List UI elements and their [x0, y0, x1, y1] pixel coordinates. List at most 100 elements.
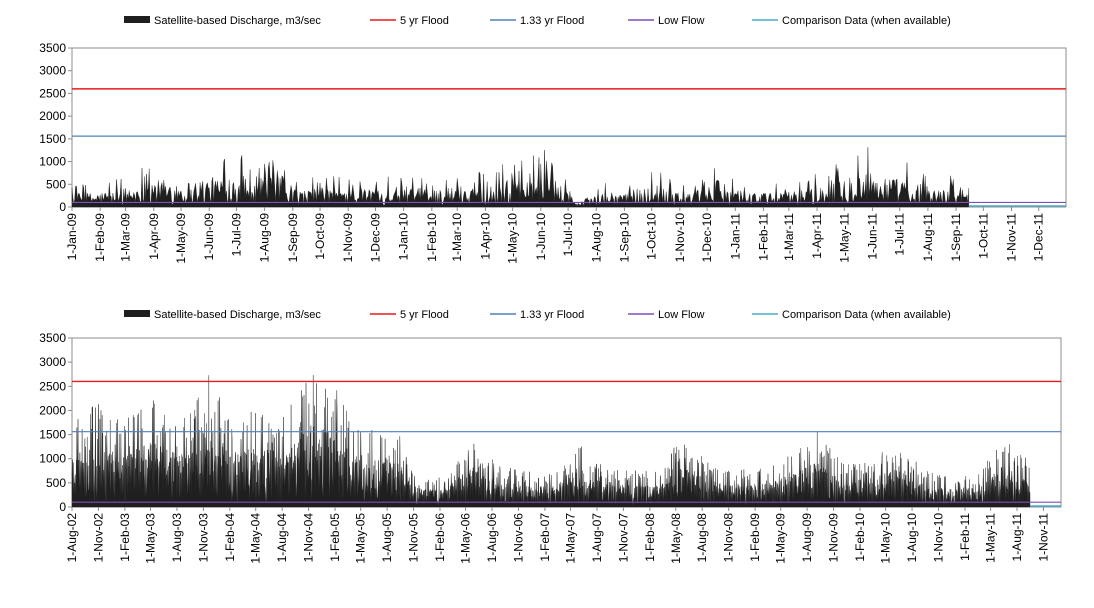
x-tick-label: 1-Aug-11 — [1010, 513, 1024, 562]
y-tick-label: 2000 — [39, 109, 66, 123]
x-tick-label: 1-Oct-11 — [976, 213, 990, 259]
x-tick-label: 1-May-09 — [774, 513, 788, 564]
legend-item-comparison: Comparison Data (when available) — [752, 15, 951, 27]
x-tick-label: 1-May-04 — [249, 513, 263, 564]
x-tick-label: 1-Aug-09 — [258, 213, 272, 263]
x-tick-label: 1-Nov-04 — [302, 513, 316, 563]
plot-area — [71, 47, 1067, 208]
x-tick-label: 1-Mar-11 — [782, 213, 796, 261]
x-tick-label: 1-Aug-08 — [695, 513, 709, 563]
y-tick-label: 3000 — [39, 355, 66, 369]
x-tick-label: 1-May-05 — [354, 513, 368, 564]
y-tick-label: 0 — [59, 500, 66, 514]
x-tick-label: 1-Dec-10 — [700, 213, 714, 263]
x-tick-label: 1-Apr-10 — [478, 213, 492, 260]
x-tick-label: 1-Nov-05 — [407, 513, 421, 563]
legend-label-discharge: Satellite-based Discharge, m3/sec — [154, 309, 321, 321]
legend-label-flood133: 1.33 yr Flood — [520, 309, 584, 321]
discharge-chart-2002-2011: Satellite-based Discharge, m3/sec 5 yr Fl… — [39, 309, 1062, 564]
x-tick-label: 1-Aug-09 — [800, 513, 814, 563]
x-tick-label: 1-Jan-11 — [728, 213, 742, 260]
x-tick-label: 1-May-11 — [984, 513, 998, 563]
x-tick-label: 1-May-10 — [506, 213, 520, 264]
x-tick-label: 1-Mar-09 — [119, 213, 133, 262]
x-tick-label: 1-Apr-09 — [147, 213, 161, 260]
legend-swatch-discharge — [124, 16, 150, 23]
x-tick-label: 1-Nov-07 — [616, 513, 630, 563]
discharge-series — [71, 147, 969, 208]
discharge-series — [71, 375, 1031, 508]
x-tick-label: 1-May-11 — [837, 213, 851, 263]
y-tick-label: 0 — [59, 200, 66, 214]
x-tick-label: 1-Nov-09 — [827, 513, 841, 563]
x-tick-label: 1-Jul-09 — [230, 213, 244, 257]
y-tick-label: 3500 — [39, 41, 66, 55]
legend-item-discharge: Satellite-based Discharge, m3/sec — [124, 15, 321, 27]
x-tick-label: 1-Nov-02 — [92, 513, 106, 563]
legend-item-flood133: 1.33 yr Flood — [490, 309, 584, 321]
legend-swatch-discharge — [124, 310, 150, 317]
x-tick-label: 1-Apr-11 — [810, 213, 824, 259]
y-tick-label: 1000 — [39, 155, 66, 169]
x-tick-label: 1-Sep-10 — [617, 213, 631, 263]
x-tick-label: 1-Aug-05 — [380, 513, 394, 563]
discharge-chart-2009-2011: Satellite-based Discharge, m3/sec 5 yr Fl… — [39, 15, 1067, 264]
y-tick-label: 3000 — [39, 64, 66, 78]
y-tick-label: 2000 — [39, 403, 66, 417]
x-tick-label: 1-May-10 — [879, 513, 893, 564]
x-tick-label: 1-Sep-11 — [949, 213, 963, 262]
x-tick-label: 1-Aug-02 — [65, 513, 79, 563]
x-tick-label: 1-Feb-11 — [958, 513, 972, 561]
legend-item-flood5: 5 yr Flood — [370, 15, 449, 27]
x-tick-label: 1-Nov-10 — [673, 213, 687, 263]
x-tick-label: 1-Jun-10 — [534, 213, 548, 261]
x-tick-label: 1-Aug-11 — [921, 213, 935, 262]
y-tick-label: 500 — [46, 476, 66, 490]
x-tick-label: 1-Oct-09 — [313, 213, 327, 260]
x-tick-label: 1-Aug-07 — [590, 513, 604, 563]
x-tick-label: 1-Aug-03 — [170, 513, 184, 563]
x-tick-label: 1-Nov-09 — [341, 213, 355, 263]
x-tick-label: 1-Feb-03 — [118, 513, 132, 562]
x-tick-label: 1-Jul-10 — [561, 213, 575, 257]
y-tick-label: 2500 — [39, 379, 66, 393]
x-tick-label: 1-Nov-11 — [1037, 513, 1051, 562]
legend-label-comparison: Comparison Data (when available) — [782, 15, 951, 27]
y-tick-label: 2500 — [39, 86, 66, 100]
x-tick-label: 1-May-03 — [144, 513, 158, 564]
x-tick-label: 1-Aug-04 — [275, 513, 289, 563]
x-tick-label: 1-Mar-10 — [450, 213, 464, 262]
x-tick-label: 1-Jun-11 — [866, 213, 880, 260]
x-tick-label: 1-Feb-05 — [328, 513, 342, 562]
x-tick-label: 1-Feb-10 — [853, 513, 867, 562]
legend-item-lowflow: Low Flow — [628, 15, 705, 27]
legend-item-comparison: Comparison Data (when available) — [752, 309, 951, 321]
x-tick-label: 1-Feb-04 — [223, 513, 237, 562]
x-tick-label: 1-Jul-11 — [893, 213, 907, 256]
x-tick-label: 1-Nov-11 — [1005, 213, 1019, 262]
legend: Satellite-based Discharge, m3/sec 5 yr Fl… — [124, 15, 951, 27]
legend-label-lowflow: Low Flow — [658, 309, 705, 321]
x-tick-label: 1-Oct-10 — [645, 213, 659, 260]
legend-item-flood133: 1.33 yr Flood — [490, 15, 584, 27]
x-tick-label: 1-Feb-09 — [748, 513, 762, 562]
legend-label-lowflow: Low Flow — [658, 15, 705, 27]
x-tick-label: 1-Nov-10 — [932, 513, 946, 563]
x-tick-label: 1-Aug-10 — [905, 513, 919, 563]
legend-item-lowflow: Low Flow — [628, 309, 705, 321]
legend-item-discharge: Satellite-based Discharge, m3/sec — [124, 309, 321, 321]
legend-label-flood133: 1.33 yr Flood — [520, 15, 584, 27]
y-tick-label: 1500 — [39, 132, 66, 146]
x-tick-label: 1-Jan-10 — [397, 213, 411, 261]
x-tick-label: 1-Nov-08 — [722, 513, 736, 563]
x-tick-label: 1-Sep-09 — [286, 213, 300, 263]
x-tick-label: 1-Aug-10 — [589, 213, 603, 263]
legend-label-discharge: Satellite-based Discharge, m3/sec — [154, 15, 321, 27]
x-tick-label: 1-Feb-07 — [538, 513, 552, 562]
x-tick-label: 1-Feb-09 — [93, 213, 107, 262]
y-tick-label: 3500 — [39, 331, 66, 345]
legend: Satellite-based Discharge, m3/sec 5 yr Fl… — [124, 309, 951, 321]
x-tick-label: 1-Feb-06 — [433, 513, 447, 562]
x-tick-label: 1-Jun-09 — [202, 213, 216, 261]
